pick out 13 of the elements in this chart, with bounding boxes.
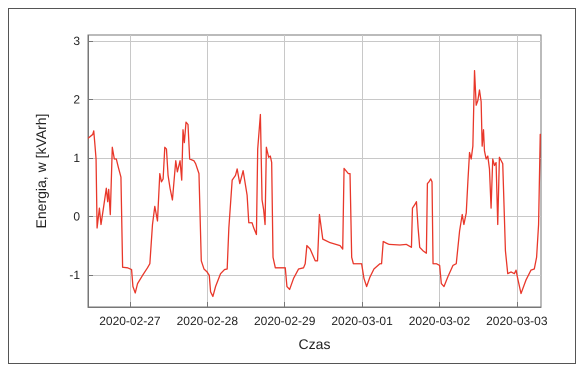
y-tick-label: 0 (73, 209, 80, 224)
x-axis-title: Czas (298, 336, 330, 352)
y-tick-label: 2 (73, 92, 80, 106)
y-tick-label: 1 (73, 150, 80, 165)
x-tick-label: 2020-03-03 (486, 314, 548, 328)
x-tick-label: 2020-02-27 (99, 314, 161, 328)
x-tick-label: 2020-02-28 (176, 314, 238, 328)
x-tick-label: 2020-02-29 (254, 314, 316, 328)
y-tick-label: 3 (73, 34, 80, 48)
x-tick-label: 2020-03-02 (408, 314, 470, 328)
y-axis-title: Energia, w [kVArh] (33, 114, 49, 228)
y-tick-label: -1 (69, 268, 80, 282)
x-tick-label: 2020-03-01 (331, 314, 394, 328)
